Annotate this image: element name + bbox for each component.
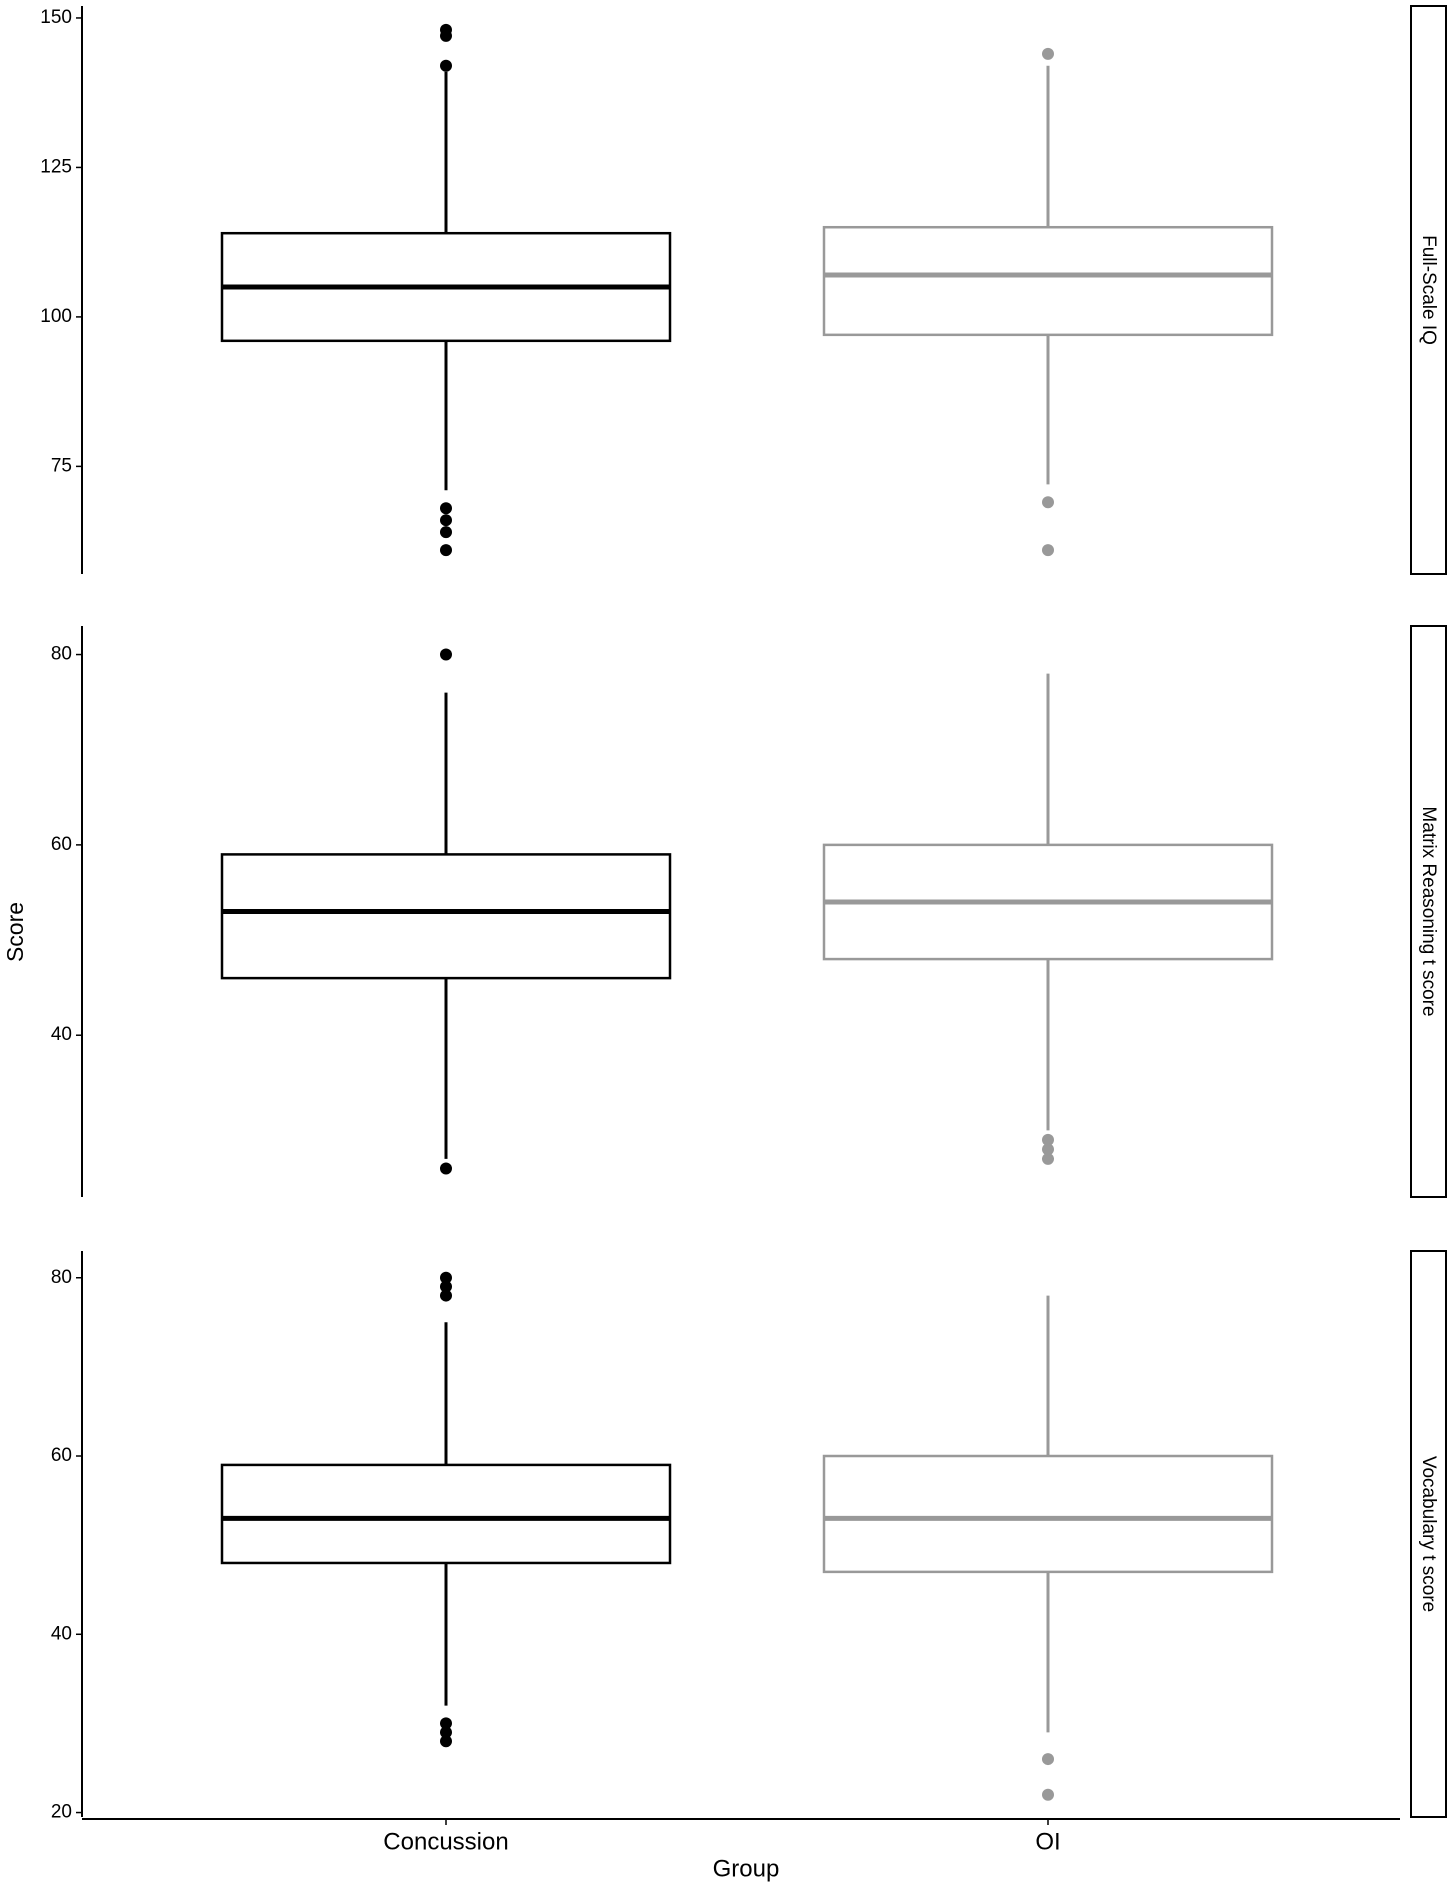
outlier: [440, 1162, 452, 1175]
outlier: [1042, 1143, 1054, 1156]
x-tick-label: Concussion: [383, 1828, 508, 1855]
outlier: [1042, 1788, 1054, 1801]
y-tick-label: 60: [51, 1445, 72, 1466]
outlier: [1042, 496, 1054, 509]
box: [220, 853, 672, 980]
outlier: [440, 1271, 452, 1284]
y-tick-label: 40: [51, 1623, 72, 1644]
x-axis-label: Group: [713, 1855, 780, 1882]
box: [822, 1454, 1274, 1574]
y-tick-label: 40: [51, 1024, 72, 1045]
facet-label: Matrix Reasoning t score: [1418, 806, 1439, 1016]
box: [220, 1463, 672, 1565]
outlier: [440, 1717, 452, 1730]
outlier: [1042, 544, 1054, 557]
y-tick-label: 80: [51, 1267, 72, 1288]
outlier: [440, 59, 452, 72]
x-tick-label: OI: [1035, 1828, 1060, 1855]
outlier: [1042, 47, 1054, 60]
outlier: [440, 514, 452, 527]
y-axis-label: Score: [2, 902, 28, 962]
y-tick-label: 80: [51, 644, 72, 665]
outlier: [440, 1735, 452, 1748]
y-tick-label: 20: [51, 1802, 72, 1823]
y-tick-label: 60: [51, 834, 72, 855]
facet-label: Vocabulary t score: [1418, 1456, 1439, 1612]
outlier: [440, 23, 452, 36]
outlier: [440, 502, 452, 515]
y-tick-label: 150: [40, 7, 72, 28]
facet-label: Full-Scale IQ: [1418, 235, 1439, 345]
outlier: [1042, 1152, 1054, 1165]
y-tick-label: 100: [40, 306, 72, 327]
outlier: [440, 1280, 452, 1293]
outlier: [440, 544, 452, 557]
facet-strip: [1410, 5, 1447, 575]
box: [822, 225, 1274, 337]
outlier: [440, 648, 452, 661]
outlier: [440, 1289, 452, 1302]
y-tick-label: 75: [51, 455, 72, 476]
y-tick-label: 125: [40, 156, 72, 177]
facet-strip: [1410, 1250, 1447, 1818]
facet-strip: [1410, 625, 1447, 1198]
outlier: [1042, 1753, 1054, 1766]
outlier: [1042, 1133, 1054, 1146]
outlier: [440, 1726, 452, 1739]
outlier: [440, 526, 452, 539]
